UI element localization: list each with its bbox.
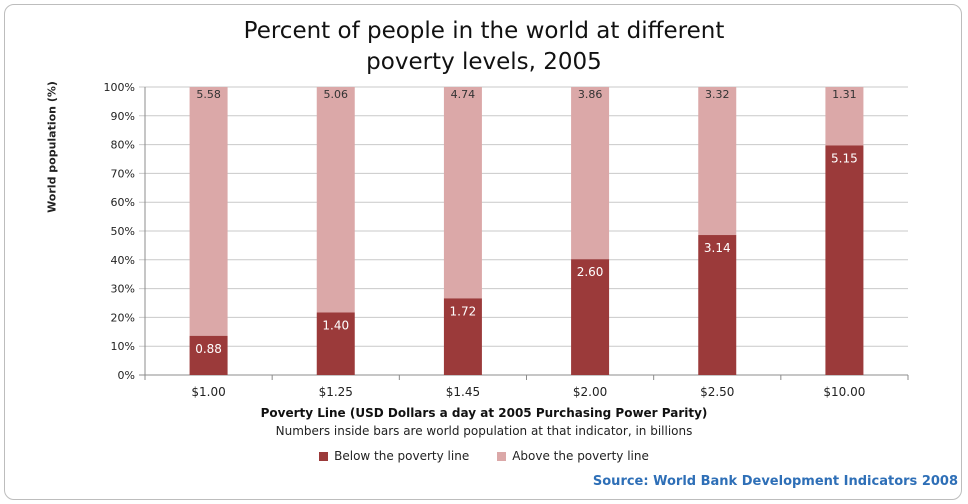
bar-above-poverty-line (825, 87, 864, 146)
chart-title-line-1: Percent of people in the world at differ… (243, 18, 725, 44)
data-label-above: 5.06 (324, 88, 349, 101)
y-tick-label: 70% (111, 167, 135, 180)
x-tick-label: $2.50 (700, 385, 734, 399)
bar-above-poverty-line (189, 87, 228, 336)
y-tick-label: 80% (111, 139, 135, 152)
bar-below-poverty-line (443, 298, 482, 375)
y-tick-label: 10% (111, 340, 135, 353)
data-label-above: 1.31 (832, 88, 857, 101)
legend-label-below: Below the poverty line (334, 449, 470, 463)
bar-below-poverty-line (825, 145, 864, 375)
data-label-below: 3.14 (704, 241, 731, 255)
y-axis-label: World population (%) (45, 81, 59, 213)
legend-swatch-below (319, 451, 329, 461)
data-label-below: 5.15 (831, 151, 858, 165)
x-tick-label: $1.45 (446, 385, 480, 399)
source-note: Source: World Bank Development Indicator… (592, 474, 958, 489)
data-label-below: 0.88 (195, 342, 222, 356)
data-label-below: 1.72 (450, 304, 477, 318)
bar-above-poverty-line (443, 87, 482, 299)
legend-item-above: Above the poverty line (497, 449, 649, 463)
data-label-below: 1.40 (322, 319, 349, 333)
data-label-above: 3.86 (578, 88, 603, 101)
data-label-above: 5.58 (196, 88, 221, 101)
bar-below-poverty-line (316, 312, 355, 375)
y-tick-label: 90% (111, 110, 135, 123)
y-tick-label: 0% (118, 369, 135, 382)
y-tick-label: 40% (111, 254, 135, 267)
x-tick-label: $1.25 (319, 385, 353, 399)
chart-note: Numbers inside bars are world population… (275, 424, 693, 438)
x-axis-label: Poverty Line (USD Dollars a day at 2005 … (260, 406, 708, 420)
x-tick-label: $1.00 (191, 385, 225, 399)
bar-above-poverty-line (316, 87, 355, 313)
x-tick-label: $10.00 (823, 385, 865, 399)
data-label-above: 3.32 (705, 88, 730, 101)
bar-below-poverty-line (698, 235, 737, 375)
chart-title-line-2: poverty levels, 2005 (366, 49, 602, 75)
y-tick-label: 30% (111, 283, 135, 296)
y-tick-label: 60% (111, 196, 135, 209)
legend-swatch-above (497, 451, 507, 461)
y-tick-label: 50% (111, 225, 135, 238)
data-label-below: 2.60 (577, 265, 604, 279)
data-label-above: 4.74 (451, 88, 476, 101)
bar-above-poverty-line (698, 87, 737, 236)
y-tick-label: 100% (104, 81, 135, 94)
legend: Below the poverty line Above the poverty… (0, 449, 968, 463)
legend-item-below: Below the poverty line (319, 449, 469, 463)
bar-below-poverty-line (571, 259, 610, 375)
x-tick-label: $2.00 (573, 385, 607, 399)
chart-title: Percent of people in the world at differ… (0, 16, 968, 78)
bar-above-poverty-line (571, 87, 610, 260)
legend-label-above: Above the poverty line (512, 449, 649, 463)
bar-below-poverty-line (189, 335, 228, 375)
y-tick-label: 20% (111, 311, 135, 324)
